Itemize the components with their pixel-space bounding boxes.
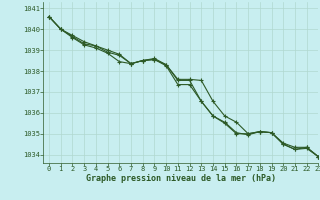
X-axis label: Graphe pression niveau de la mer (hPa): Graphe pression niveau de la mer (hPa) [86,174,276,183]
